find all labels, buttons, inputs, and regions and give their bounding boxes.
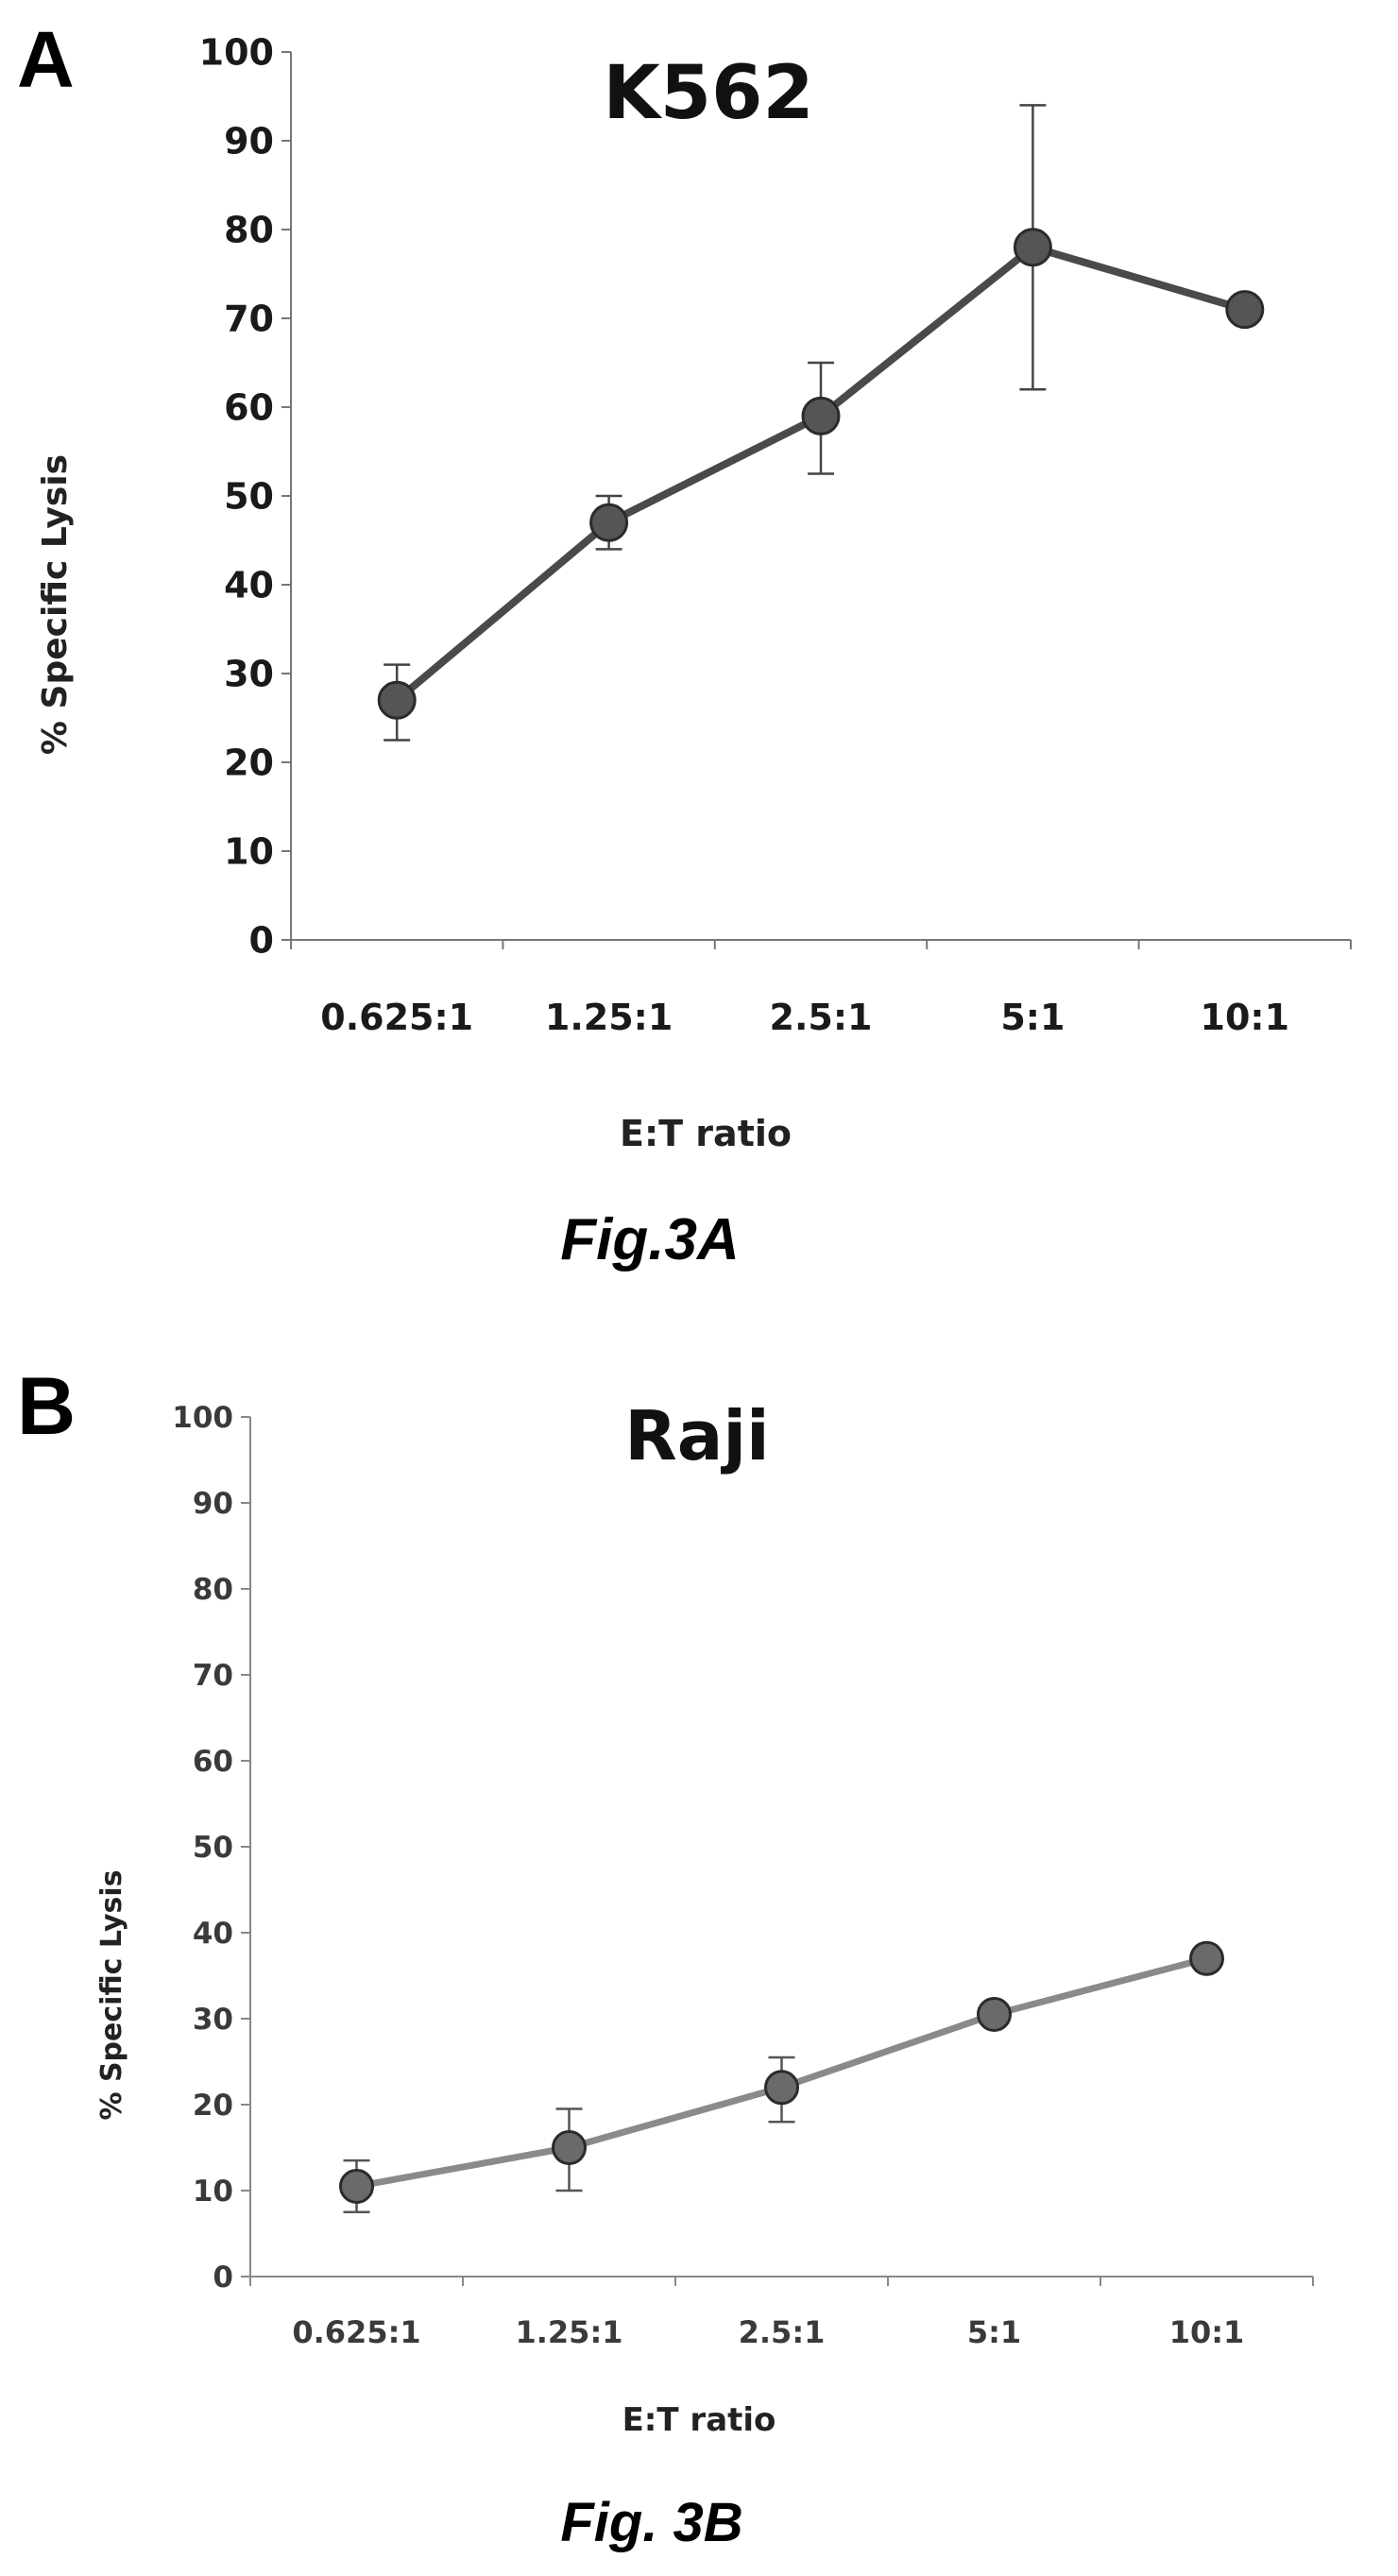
data-point [1189,1940,1224,1976]
panel-letter-a: A [17,15,75,104]
x-tick-label: 5:1 [967,2314,1021,2350]
y-tick-label: 80 [193,1573,233,1607]
chart-title: K562 [603,51,813,136]
y-tick-label: 50 [193,1831,233,1865]
y-tick-label: 30 [193,2003,233,2037]
y-tick-label: 10 [193,2175,233,2209]
y-tick-label: 30 [224,654,274,695]
chart-title: Raji [624,1396,769,1476]
chart-k562: A K562 % Specific Lysis E:T ratio Fig.3A… [17,15,1352,1272]
y-tick-label: 70 [193,1659,233,1693]
x-tick-label: 1.25:1 [515,2314,622,2350]
y-tick-label: 100 [199,32,274,74]
plot-area: 0 10 20 30 40 50 60 70 80 90 100 0.625:1 1.25:1 2.5:1… [172,1401,1314,2350]
data-point [589,503,629,542]
data-point [1013,228,1052,267]
y-tick-label: 20 [193,2089,233,2123]
x-axis-title: E:T ratio [620,1113,792,1154]
data-point [377,680,417,720]
data-point [977,1996,1012,2032]
y-tick-label: 60 [224,387,274,429]
y-tick-label: 0 [213,2260,233,2295]
x-tick-label: 2.5:1 [739,2314,826,2350]
y-axis-title: % Specific Lysis [36,454,75,755]
figure-caption: Fig.3A [560,1207,739,1272]
y-tick-label: 100 [172,1401,233,1435]
y-tick-label: 40 [193,1917,233,1951]
panel-letter-b: B [17,1361,76,1452]
x-tick-label: 1.25:1 [545,997,673,1038]
y-tick-label: 40 [224,565,274,606]
data-point [1225,290,1265,330]
y-tick-label: 60 [193,1745,233,1779]
x-tick-label: 5:1 [1000,997,1065,1038]
x-tick-label: 0.625:1 [292,2314,420,2350]
figure-3b: B Raji % Specific Lysis E:T ratio Fig. 3… [0,1341,1398,2576]
y-tick-label: 0 [249,920,274,962]
y-axis-title: % Specific Lysis [95,1869,128,2120]
chart-raji: B Raji % Specific Lysis E:T ratio Fig. 3… [17,1361,1314,2553]
x-tick-label: 10:1 [1201,997,1290,1038]
y-tick-label: 90 [193,1487,233,1521]
data-point [764,2070,799,2106]
y-tick-label: 70 [224,299,274,340]
y-tick-label: 10 [224,831,274,873]
figure-caption: Fig. 3B [560,2492,742,2553]
plot-area: 0 10 20 30 40 50 60 70 80 90 100 0.625:1 1.25:1 2.5:1… [199,32,1352,1038]
data-point [552,2130,587,2165]
y-tick-label: 20 [224,742,274,784]
x-tick-label: 0.625:1 [320,997,473,1038]
x-tick-label: 2.5:1 [770,997,873,1038]
data-point [339,2168,374,2204]
figure-3a: A K562 % Specific Lysis E:T ratio Fig.3A… [17,15,1352,1272]
y-tick-label: 80 [224,210,274,251]
data-point [801,396,841,435]
x-axis-title: E:T ratio [622,2401,776,2439]
y-tick-label: 90 [224,121,274,162]
x-tick-label: 10:1 [1169,2314,1245,2350]
y-tick-label: 50 [224,476,274,518]
